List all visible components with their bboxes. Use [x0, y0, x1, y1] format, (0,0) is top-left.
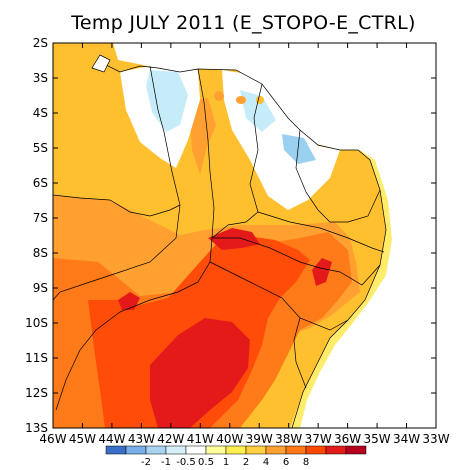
- lon-label: 35W: [364, 432, 391, 446]
- colorbar-swatch: [345, 445, 367, 455]
- colorbar-swatch: [125, 445, 147, 455]
- colorbar-swatch: [285, 445, 307, 455]
- cool-patch-northwest: [146, 70, 188, 132]
- lat-label: 11S: [25, 351, 48, 365]
- border-10: [53, 194, 111, 201]
- lon-label: 40W: [216, 432, 243, 446]
- lon-label: 34W: [393, 432, 420, 446]
- border-2: [55, 68, 215, 411]
- colorbar-swatch: [165, 445, 187, 455]
- map-field: [53, 43, 392, 428]
- red-patch-west: [118, 292, 140, 310]
- colorbar-swatch: [305, 445, 327, 455]
- latitude-axis: 2S 3S 4S 5S 6S 7S 8S 9S 10S 11S 12S 13S: [25, 36, 436, 435]
- colorbar-swatch: [205, 445, 227, 455]
- colorbar-label: -0.5: [176, 457, 196, 468]
- lat-label: 3S: [33, 71, 48, 85]
- lat-label: 7S: [33, 211, 48, 225]
- border-1: [53, 65, 181, 301]
- colorbar-swatch: [325, 445, 347, 455]
- lon-label: 38W: [275, 432, 302, 446]
- border-5: [257, 211, 385, 253]
- lat-label: 6S: [33, 176, 48, 190]
- lat-label: 12S: [25, 386, 48, 400]
- colorbar-label: 8: [303, 457, 309, 468]
- colorbar-label: 4: [263, 457, 269, 468]
- lon-label: 39W: [246, 432, 273, 446]
- lon-label: 36W: [334, 432, 361, 446]
- lon-label: 33W: [422, 432, 449, 446]
- red-streak-north: [208, 228, 260, 250]
- colorbar-swatch: [245, 445, 267, 455]
- colorbar-label: 0.5: [198, 457, 214, 468]
- lon-label: 46W: [39, 432, 66, 446]
- lon-label: 44W: [98, 432, 125, 446]
- lon-label: 45W: [69, 432, 96, 446]
- plot-frame: [52, 42, 437, 429]
- lon-label: 37W: [305, 432, 332, 446]
- longitude-axis: 46W 45W 44W 43W 42W 41W 40W 39W 38W 37W 36W 35W 34W 3…: [39, 43, 450, 446]
- island-outline: [91, 54, 111, 73]
- lat-label: 4S: [33, 106, 48, 120]
- state-borders: [53, 59, 387, 428]
- lon-label: 42W: [157, 432, 184, 446]
- lon-label: 41W: [187, 432, 214, 446]
- orange-blob-2: [236, 96, 246, 104]
- lat-label: 13S: [25, 421, 48, 435]
- cool-patch-northeast: [282, 134, 316, 164]
- colorbar-swatch: [185, 445, 207, 455]
- colorbar: -2 -1 -0.5 0.5 1 2 4 6 8: [105, 445, 367, 468]
- colorbar-label: 2: [243, 457, 249, 468]
- orange-finger-north: [190, 98, 216, 175]
- border-7: [209, 261, 349, 331]
- map-title: Temp JULY 2011 (E_STOPO-E_CTRL): [71, 12, 416, 34]
- lat-label: 5S: [33, 141, 48, 155]
- orange-blob-3: [256, 96, 264, 104]
- border-8: [293, 317, 307, 389]
- border-3: [211, 83, 263, 239]
- colorbar-swatch: [145, 445, 167, 455]
- border-9: [109, 199, 181, 217]
- colorbar-label: -2: [141, 457, 151, 468]
- lat-label: 2S: [33, 36, 48, 50]
- colorbar-swatch: [105, 445, 127, 455]
- lat-label: 10S: [25, 316, 48, 330]
- red-patch-east: [312, 258, 332, 286]
- lat-label: 9S: [33, 281, 48, 295]
- red-core-south: [150, 318, 250, 428]
- colorbar-swatch: [265, 445, 287, 455]
- colorbar-label: -1: [161, 457, 171, 468]
- lat-label: 8S: [33, 246, 48, 260]
- orange-blob-1: [214, 91, 224, 101]
- colorbar-label: 1: [223, 457, 229, 468]
- lon-label: 43W: [128, 432, 155, 446]
- border-6: [212, 237, 381, 286]
- cool-patch-north-coast: [240, 90, 276, 132]
- border-4: [295, 129, 381, 223]
- colorbar-swatch: [225, 445, 247, 455]
- colorbar-label: 6: [283, 457, 289, 468]
